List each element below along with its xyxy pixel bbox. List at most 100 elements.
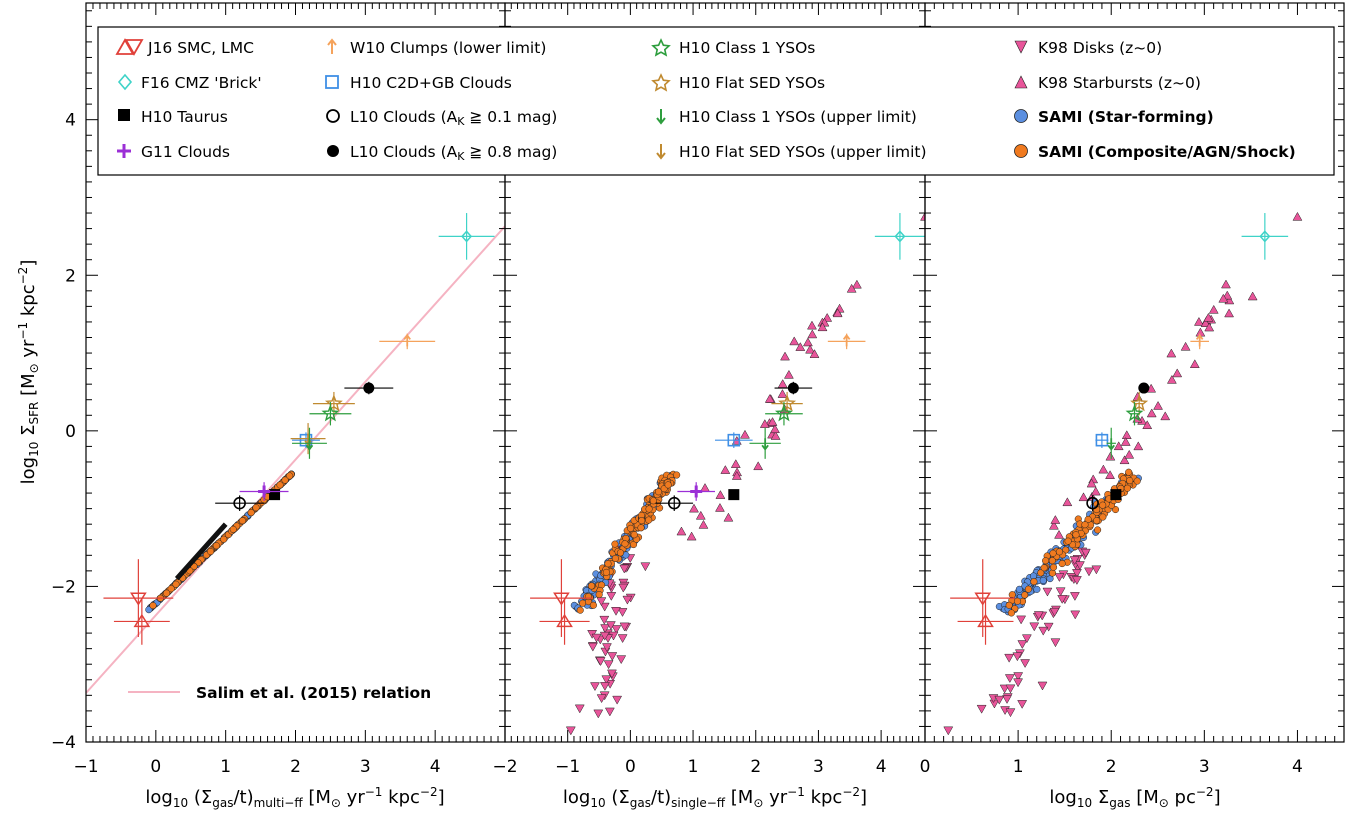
sami-sf-point bbox=[1015, 585, 1023, 593]
marker-star-open bbox=[778, 394, 797, 412]
k98-disk-marker bbox=[1021, 634, 1032, 644]
k98-starburst-marker bbox=[1098, 464, 1109, 474]
k98-disk-marker bbox=[595, 657, 606, 667]
ref-point-f16-cmz-brick- bbox=[874, 213, 925, 260]
sami-comp-point bbox=[1126, 477, 1134, 485]
sami-comp-point bbox=[1024, 585, 1032, 593]
sami-comp-point bbox=[1084, 515, 1092, 524]
k98-starburst-marker bbox=[1292, 211, 1303, 221]
k98-starburst-marker bbox=[1120, 437, 1131, 446]
k98-disk-marker bbox=[1033, 611, 1044, 620]
k98-starburst-marker bbox=[1218, 293, 1229, 303]
ref-point-h10-class-1-ysos-upper-limit- bbox=[1106, 427, 1116, 459]
k98-disk-marker bbox=[1029, 622, 1040, 632]
k98-disk-marker bbox=[619, 564, 630, 574]
k98-disk-marker bbox=[622, 595, 633, 605]
salim-relation-line bbox=[86, 225, 505, 694]
sami-comp-point bbox=[281, 476, 289, 484]
sami-comp-point bbox=[1094, 526, 1102, 534]
k98-disk-marker bbox=[1004, 653, 1015, 663]
k98-disk-marker bbox=[612, 695, 623, 705]
ref-point-h10-c2d-gb-clouds bbox=[715, 432, 753, 448]
sami-comp-point bbox=[1099, 513, 1107, 521]
k98-disk-marker bbox=[606, 592, 617, 601]
k98-disk-marker bbox=[603, 660, 614, 670]
marker-circle-open bbox=[667, 496, 681, 510]
k98-disk-marker bbox=[1013, 672, 1024, 682]
ref-point-h10-taurus bbox=[728, 489, 740, 501]
k98-disk-marker bbox=[565, 726, 576, 736]
k98-starburst-marker bbox=[689, 503, 699, 513]
k98-starburst-marker bbox=[1146, 408, 1157, 418]
legend-label-sami-comp: SAMI (Composite/AGN/Shock) bbox=[1038, 143, 1296, 161]
salim-legend-label: Salim et al. (2015) relation bbox=[196, 684, 431, 702]
sami-comp-point bbox=[1125, 468, 1133, 476]
k98-disk-marker bbox=[616, 655, 627, 665]
marker-circle-filled bbox=[363, 382, 375, 394]
legend-label-l10-01: L10 Clouds (AK ≧ 0.1 mag) bbox=[350, 108, 557, 128]
y-axis-label: log10 ΣSFR [M⊙ yr−1 kpc−2] bbox=[16, 260, 41, 485]
k98-starburst-marker bbox=[759, 419, 770, 428]
k98-disk-marker bbox=[607, 652, 618, 661]
ref-point-l10-clouds-0-8-mag- bbox=[774, 381, 813, 395]
sami-comp-point bbox=[611, 540, 619, 548]
legend-label-k98-disks: K98 Disks (z~0) bbox=[1038, 39, 1162, 57]
legend-arrow-down-icon bbox=[656, 144, 666, 160]
k98-disk-marker bbox=[1020, 659, 1031, 669]
sami-comp-point bbox=[1064, 537, 1072, 545]
k98-starburst-marker bbox=[1224, 308, 1235, 318]
legend-label-k98-starbursts: K98 Starbursts (z~0) bbox=[1038, 74, 1201, 92]
marker-square-filled bbox=[269, 489, 281, 501]
legend-star-icon bbox=[651, 38, 671, 57]
k98-starburst-marker bbox=[1221, 279, 1231, 289]
k98-disk-marker bbox=[1050, 638, 1061, 648]
marker-square-filled bbox=[728, 489, 740, 501]
k98-starburst-marker bbox=[1208, 304, 1219, 314]
marker-square-open bbox=[727, 433, 741, 447]
sami-comp-point bbox=[1013, 597, 1022, 605]
legend-label-g11: G11 Clouds bbox=[141, 143, 230, 161]
legend-entry-sami-comp: SAMI (Composite/AGN/Shock) bbox=[1014, 143, 1296, 161]
k98-disk-marker bbox=[1049, 607, 1060, 617]
legend-diamond-icon bbox=[117, 73, 133, 91]
k98-disk-marker bbox=[604, 707, 615, 717]
marker-diamond-open bbox=[1259, 230, 1271, 243]
legend-label-f16: F16 CMZ 'Brick' bbox=[141, 74, 262, 92]
k98-starburst-marker bbox=[809, 349, 820, 358]
legend-plus-icon bbox=[117, 144, 131, 158]
x-tick-label: 3 bbox=[1199, 757, 1210, 777]
k98-disk-marker bbox=[591, 633, 602, 643]
legend-label-h10-flat: H10 Flat SED YSOs bbox=[679, 74, 825, 92]
k98-disk-marker bbox=[1013, 678, 1023, 688]
x-axis-label-panel1: log10 (Σgas/t)multi−ff [M⊙ yr−1 kpc−2] bbox=[145, 785, 444, 810]
marker-circle-filled bbox=[1138, 382, 1150, 394]
k98-starburst-marker bbox=[1153, 400, 1163, 410]
marker-arrow-up bbox=[842, 333, 851, 347]
k98-starburst-marker bbox=[832, 308, 843, 318]
k98-disk-marker bbox=[1084, 567, 1094, 577]
k98-starburst-marker bbox=[730, 459, 741, 468]
x-tick-label: −1 bbox=[73, 757, 98, 777]
panel-3-axes: 0 1 2 3 4 bbox=[920, 2, 1345, 777]
k98-disk-marker bbox=[1038, 626, 1049, 636]
ref-point-g11-clouds bbox=[239, 482, 289, 501]
sami-comp-point bbox=[220, 535, 228, 543]
legend-box bbox=[97, 26, 1335, 176]
legend-entry-l10-08: L10 Clouds (AK ≧ 0.8 mag) bbox=[327, 143, 557, 163]
legend-square-filled-icon bbox=[118, 109, 130, 121]
k98-disk-marker bbox=[1004, 674, 1015, 684]
legend-arrow-down-icon bbox=[656, 109, 666, 125]
k98-disk-marker bbox=[976, 704, 987, 714]
legend-square-open-icon bbox=[325, 75, 339, 89]
k98-disk-marker bbox=[1002, 695, 1012, 704]
sami-comp-point bbox=[1055, 548, 1063, 556]
ref-point-h10-class-1-ysos-upper-limit- bbox=[292, 427, 327, 459]
k98-starburst-marker bbox=[1062, 497, 1073, 507]
sami-comp-point bbox=[1005, 601, 1013, 609]
k98-disk-marker bbox=[943, 726, 954, 736]
k98-starburst-marker bbox=[770, 424, 780, 434]
x-tick-label: 3 bbox=[360, 757, 371, 777]
legend-entry-h10-flat: H10 Flat SED YSOs bbox=[651, 73, 825, 92]
k98-disk-marker bbox=[994, 695, 1005, 705]
ref-point-h10-class-1-ysos-upper-limit- bbox=[749, 427, 781, 459]
